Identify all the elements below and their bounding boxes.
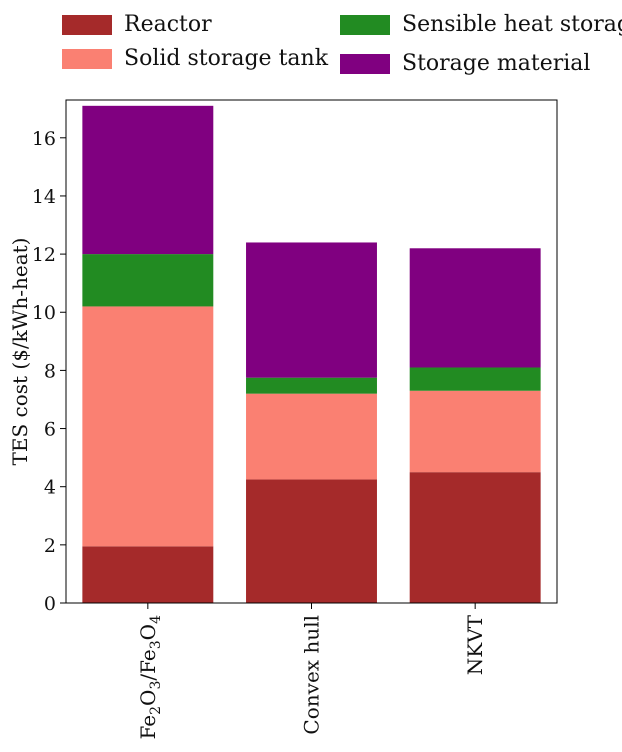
legend-label-solid-storage-tank: Solid storage tank (124, 46, 329, 71)
y-tick-label: 10 (32, 302, 56, 324)
bar-nkvt-sensible-heat-storage (409, 367, 541, 391)
legend-item-storage-material: Storage material (340, 51, 590, 76)
legend-item-solid-storage-tank: Solid storage tank (62, 46, 328, 71)
bars-group (82, 105, 541, 603)
y-tick-label: 12 (32, 244, 56, 266)
x-tick-label-part: O (136, 690, 160, 706)
y-tick-label: 4 (44, 477, 56, 499)
legend: Reactor Solid storage tank Sensible heat… (0, 0, 622, 90)
bar-fe2o3-fe3o4-storage-material (82, 105, 214, 255)
bar-convex-hull-reactor (246, 479, 377, 603)
legend-swatch-sensible-heat-storage (340, 14, 390, 35)
x-tick-label-part: 3 (148, 681, 164, 690)
y-tick-label: 8 (44, 360, 56, 382)
bar-convex-hull-solid-storage-tank (246, 393, 377, 480)
y-tick-label: 14 (32, 186, 56, 208)
legend-swatch-solid-storage-tank (62, 48, 112, 69)
y-axis-label: TES cost ($/kWh-heat) (8, 238, 32, 466)
bar-convex-hull-storage-material (246, 242, 377, 378)
y-tick-label: 0 (44, 593, 56, 615)
bar-fe2o3-fe3o4-sensible-heat-storage (82, 254, 214, 307)
x-tick-label-part: Convex hull (300, 615, 324, 735)
legend-label-sensible-heat-storage: Sensible heat storage (402, 12, 622, 37)
bar-convex-hull-sensible-heat-storage (246, 377, 377, 394)
y-axis: 0 2 4 6 8 10 12 14 16 (32, 128, 66, 615)
plot-frame (65, 99, 558, 604)
y-tick-label: 2 (44, 535, 56, 557)
bar-nkvt-reactor (409, 472, 541, 603)
x-tick-label-part: Fe (136, 715, 160, 740)
x-tick-label-part: 2 (148, 706, 164, 715)
x-axis: Fe2O3/Fe3O4 Convex hull NKVT (136, 603, 487, 739)
x-tick-label-part: /Fe (136, 649, 160, 680)
legend-swatch-reactor (62, 14, 112, 35)
legend-swatch-storage-material (340, 53, 390, 74)
x-tick-label-part: NKVT (463, 614, 487, 675)
y-tick-label: 16 (32, 128, 56, 150)
x-tick-label-part: O (136, 624, 160, 640)
legend-label-reactor: Reactor (124, 12, 212, 37)
legend-label-storage-material: Storage material (402, 51, 591, 76)
legend-item-sensible-heat-storage: Sensible heat storage (340, 12, 622, 37)
legend-item-reactor: Reactor (62, 12, 212, 37)
x-tick-label-part: 4 (148, 615, 164, 624)
y-tick-label: 6 (44, 419, 56, 441)
x-tick-label-part: 3 (148, 640, 164, 649)
bar-fe2o3-fe3o4-reactor (82, 546, 214, 603)
bar-nkvt-storage-material (409, 248, 541, 368)
x-tick-label-fe2o3-fe3o4: Fe2O3/Fe3O4 (136, 615, 164, 740)
x-tick-label-convex-hull: Convex hull (300, 615, 324, 735)
bar-fe2o3-fe3o4-solid-storage-tank (82, 306, 214, 547)
x-tick-label-nkvt: NKVT (463, 614, 487, 675)
bar-nkvt-solid-storage-tank (409, 390, 541, 473)
